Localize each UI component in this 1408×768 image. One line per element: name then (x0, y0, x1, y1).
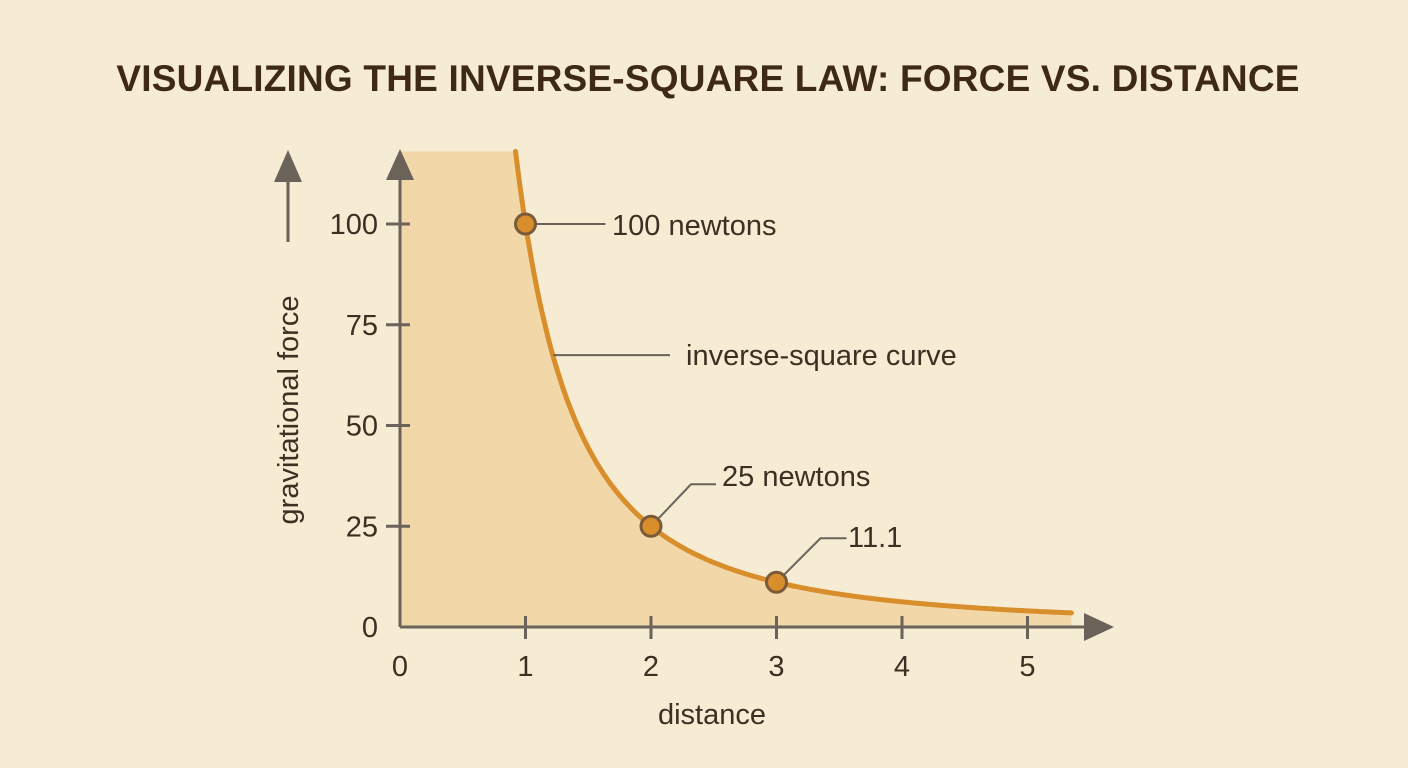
x-tick-label: 5 (1019, 651, 1035, 683)
y-tick-label: 75 (346, 310, 378, 342)
annotations: inverse-square curve (553, 340, 957, 372)
data-points (514, 212, 788, 594)
y-tick-label: 100 (330, 209, 378, 241)
y-tick-label: 25 (346, 511, 378, 543)
y-axis-label-group: gravitational force (273, 150, 305, 524)
x-axis-label: distance (658, 699, 766, 731)
y-ticks: 0 25 50 75 100 (330, 209, 410, 644)
x-tick-label: 3 (768, 651, 784, 683)
x-axis-arrowhead (1084, 613, 1114, 641)
x-tick-label: 2 (643, 651, 659, 683)
point-leader-line (775, 537, 847, 584)
y-tick-label: 50 (346, 411, 378, 443)
data-point-label: 25 newtons (722, 461, 870, 493)
area-under-curve (400, 151, 1072, 627)
data-point-label: 100 newtons (612, 210, 776, 242)
point-leader-line (650, 483, 716, 527)
data-point-marker (765, 570, 788, 594)
chart-title: VISUALIZING THE INVERSE-SQUARE LAW: FORC… (116, 58, 1299, 99)
x-tick-label: 1 (517, 651, 533, 683)
x-tick-label: 0 (392, 651, 408, 683)
data-point-marker (639, 514, 663, 538)
data-point-labels: 100 newtons 25 newtons 11.1 (612, 210, 902, 554)
inverse-square-curve-line (513, 149, 1074, 616)
y-axis-arrowhead (386, 149, 414, 180)
data-point-marker (514, 212, 537, 236)
annotation-leaders (525, 223, 847, 584)
curve-annotation-label: inverse-square curve (686, 340, 957, 372)
data-point-label: 11.1 (848, 522, 902, 554)
y-axis-label: gravitational force (273, 296, 305, 525)
x-ticks: 0 1 2 3 4 5 (392, 616, 1036, 683)
y-label-arrowhead (274, 150, 302, 182)
axes (386, 149, 1114, 641)
x-tick-label: 4 (894, 651, 910, 683)
y-tick-label: 0 (362, 612, 378, 644)
